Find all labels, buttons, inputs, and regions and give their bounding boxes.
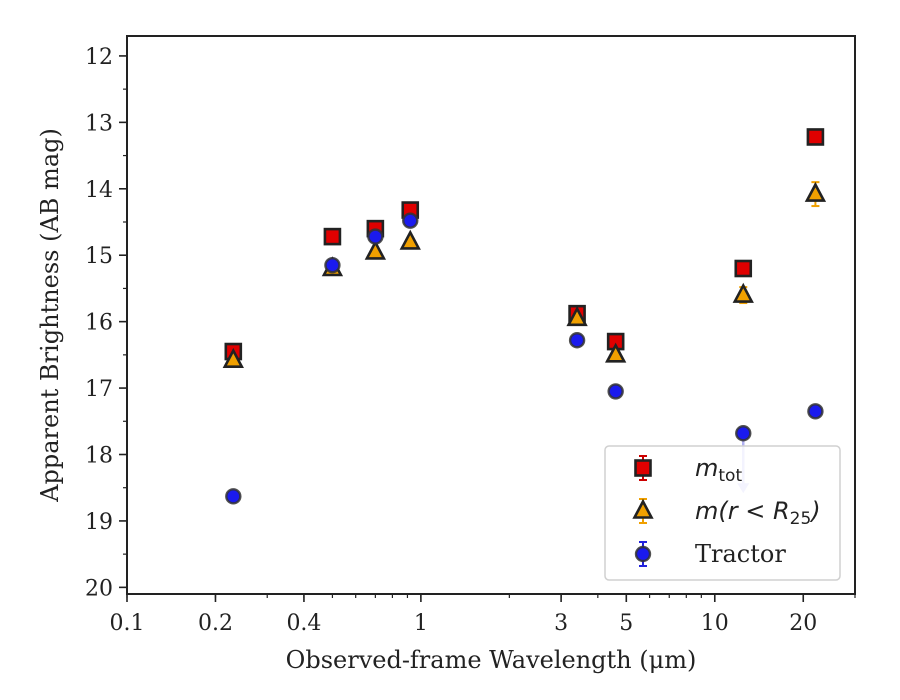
y-tick-label: 19	[85, 510, 113, 535]
legend-label-sub: 25	[790, 509, 812, 529]
data-point	[402, 212, 419, 229]
data-point	[566, 306, 588, 327]
x-tick-label: 20	[789, 611, 817, 636]
legend-marker	[632, 498, 654, 519]
x-tick-label: 3	[554, 611, 568, 636]
legend-marker	[634, 459, 652, 477]
legend-entry: m(r < R25)	[632, 497, 821, 529]
plot-frame	[126, 35, 856, 595]
y-tick-label: 16	[85, 311, 113, 336]
y-tick-label: 17	[85, 377, 113, 402]
data-point	[367, 228, 384, 245]
x-tick-label: 10	[701, 611, 729, 636]
data-point	[568, 332, 586, 349]
x-tick-label: 0.2	[198, 611, 233, 636]
legend-box	[604, 445, 841, 581]
legend-marker	[634, 545, 652, 563]
y-tick-label: 18	[85, 444, 113, 469]
legend-label-main: m(r < R	[695, 497, 790, 525]
x-tick-label: 0.1	[110, 611, 145, 636]
data-point	[804, 181, 827, 202]
data-point	[807, 403, 824, 420]
y-tick-label: 20	[85, 576, 113, 601]
data-point	[324, 256, 341, 274]
legend: mtot m(r < R25) Tractor	[604, 445, 841, 581]
y-tick-label: 13	[85, 111, 113, 136]
series-mtot	[224, 128, 825, 361]
data-point	[222, 347, 244, 368]
data-point	[399, 229, 421, 250]
data-point	[732, 282, 754, 303]
series-tractor	[225, 212, 824, 505]
y-tick-label: 15	[85, 244, 113, 269]
data-point	[225, 488, 242, 505]
y-tick-label: 14	[85, 178, 113, 203]
legend-label: m(r < R25)	[695, 497, 821, 529]
data-point	[734, 259, 753, 278]
x-tick-label: 0.4	[286, 611, 321, 636]
x-tick-label: 5	[619, 611, 633, 636]
legend-label: Tractor	[695, 540, 786, 568]
data-point	[323, 227, 342, 246]
legend-label: mtot	[695, 454, 742, 486]
legend-label-suffix: )	[809, 497, 820, 525]
legend-label-sub: tot	[718, 466, 742, 486]
data-point	[735, 425, 752, 442]
data-point	[364, 239, 387, 260]
data-point	[605, 342, 627, 363]
legend-label-main: m	[695, 454, 718, 482]
y-axis-label: Apparent Brightness (AB mag)	[36, 128, 64, 503]
y-tick-label: 12	[85, 45, 113, 70]
legend-entry: Tractor	[634, 540, 786, 568]
x-axis-label: Observed-frame Wavelength (μm)	[286, 646, 697, 674]
data-point	[806, 128, 825, 146]
x-tick-label: 1	[414, 611, 428, 636]
data-point	[607, 383, 624, 400]
data-points	[222, 128, 827, 505]
legend-entry: mtot	[634, 454, 742, 486]
series-mr25	[222, 181, 827, 368]
